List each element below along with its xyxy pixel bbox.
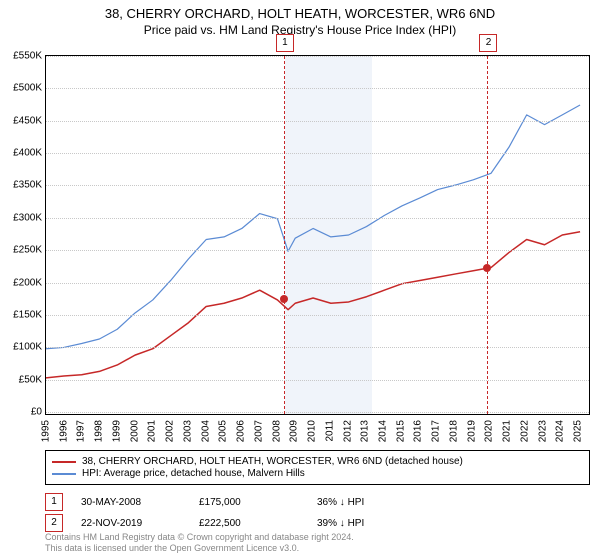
table-row: 2 22-NOV-2019 £222,500 39% ↓ HPI bbox=[45, 514, 590, 532]
footnote: Contains HM Land Registry data © Crown c… bbox=[45, 532, 590, 555]
legend-swatch bbox=[52, 461, 76, 463]
chart-title: 38, CHERRY ORCHARD, HOLT HEATH, WORCESTE… bbox=[0, 6, 600, 21]
sale-date: 30-MAY-2008 bbox=[81, 497, 181, 508]
series-line-hpi bbox=[46, 105, 580, 349]
x-tick-label: 2013 bbox=[360, 420, 371, 442]
table-row: 1 30-MAY-2008 £175,000 36% ↓ HPI bbox=[45, 493, 590, 511]
sale-date: 22-NOV-2019 bbox=[81, 518, 181, 529]
x-tick-label: 2005 bbox=[218, 420, 229, 442]
x-tick-label: 2010 bbox=[307, 420, 318, 442]
x-tick-label: 2006 bbox=[236, 420, 247, 442]
footnote-line: Contains HM Land Registry data © Crown c… bbox=[45, 532, 590, 543]
chart-subtitle: Price paid vs. HM Land Registry's House … bbox=[0, 23, 600, 37]
x-tick-label: 2021 bbox=[502, 420, 513, 442]
sale-price: £222,500 bbox=[199, 518, 299, 529]
x-tick-label: 1997 bbox=[76, 420, 87, 442]
x-tick-label: 2001 bbox=[147, 420, 158, 442]
y-tick-label: £100K bbox=[13, 342, 42, 353]
y-tick-label: £550K bbox=[13, 51, 42, 62]
legend-label: 38, CHERRY ORCHARD, HOLT HEATH, WORCESTE… bbox=[82, 456, 463, 467]
legend-item: HPI: Average price, detached house, Malv… bbox=[52, 468, 583, 479]
sale-marker-number: 2 bbox=[479, 34, 497, 52]
y-tick-label: £300K bbox=[13, 212, 42, 223]
legend: 38, CHERRY ORCHARD, HOLT HEATH, WORCESTE… bbox=[45, 450, 590, 485]
y-tick-label: £200K bbox=[13, 277, 42, 288]
x-tick-label: 2015 bbox=[395, 420, 406, 442]
x-tick-label: 2011 bbox=[324, 420, 335, 442]
y-tick-label: £500K bbox=[13, 83, 42, 94]
sale-delta: 36% ↓ HPI bbox=[317, 497, 417, 508]
x-tick-label: 1998 bbox=[94, 420, 105, 442]
sale-delta: 39% ↓ HPI bbox=[317, 518, 417, 529]
plot-area: £0£50K£100K£150K£200K£250K£300K£350K£400… bbox=[45, 55, 590, 415]
y-tick-label: £350K bbox=[13, 180, 42, 191]
x-tick-label: 2023 bbox=[537, 420, 548, 442]
chart-container: 38, CHERRY ORCHARD, HOLT HEATH, WORCESTE… bbox=[0, 0, 600, 560]
chart-lines bbox=[46, 56, 589, 414]
x-tick-label: 2024 bbox=[555, 420, 566, 442]
x-tick-label: 2019 bbox=[466, 420, 477, 442]
x-tick-label: 2009 bbox=[289, 420, 300, 442]
x-tick-label: 2008 bbox=[271, 420, 282, 442]
y-tick-label: £450K bbox=[13, 115, 42, 126]
x-tick-label: 1995 bbox=[41, 420, 52, 442]
legend-swatch bbox=[52, 473, 76, 475]
x-tick-label: 1996 bbox=[58, 420, 69, 442]
sale-marker-number: 1 bbox=[276, 34, 294, 52]
sale-dot bbox=[483, 264, 491, 272]
x-tick-label: 2002 bbox=[165, 420, 176, 442]
x-tick-label: 1999 bbox=[111, 420, 122, 442]
y-tick-label: £50K bbox=[19, 374, 42, 385]
legend-item: 38, CHERRY ORCHARD, HOLT HEATH, WORCESTE… bbox=[52, 456, 583, 467]
x-tick-label: 2025 bbox=[573, 420, 584, 442]
series-line-address bbox=[46, 232, 580, 378]
x-tick-label: 2007 bbox=[253, 420, 264, 442]
x-tick-label: 2020 bbox=[484, 420, 495, 442]
y-tick-label: £250K bbox=[13, 245, 42, 256]
sale-marker-box: 1 bbox=[45, 493, 63, 511]
y-tick-label: £400K bbox=[13, 148, 42, 159]
sale-marker-box: 2 bbox=[45, 514, 63, 532]
sale-dot bbox=[280, 295, 288, 303]
chart-titles: 38, CHERRY ORCHARD, HOLT HEATH, WORCESTE… bbox=[0, 6, 600, 37]
sale-marker-line: 2 bbox=[487, 56, 488, 414]
legend-label: HPI: Average price, detached house, Malv… bbox=[82, 468, 305, 479]
sale-marker-line: 1 bbox=[284, 56, 285, 414]
footnote-line: This data is licensed under the Open Gov… bbox=[45, 543, 590, 554]
y-tick-label: £150K bbox=[13, 309, 42, 320]
sale-price: £175,000 bbox=[199, 497, 299, 508]
x-tick-label: 2004 bbox=[200, 420, 211, 442]
x-tick-label: 2018 bbox=[448, 420, 459, 442]
sales-table: 1 30-MAY-2008 £175,000 36% ↓ HPI 2 22-NO… bbox=[45, 490, 590, 535]
x-tick-label: 2000 bbox=[129, 420, 140, 442]
x-tick-label: 2016 bbox=[413, 420, 424, 442]
x-tick-label: 2003 bbox=[182, 420, 193, 442]
y-tick-label: £0 bbox=[31, 407, 42, 418]
x-tick-label: 2012 bbox=[342, 420, 353, 442]
x-tick-label: 2014 bbox=[378, 420, 389, 442]
x-tick-label: 2022 bbox=[519, 420, 530, 442]
x-tick-label: 2017 bbox=[431, 420, 442, 442]
